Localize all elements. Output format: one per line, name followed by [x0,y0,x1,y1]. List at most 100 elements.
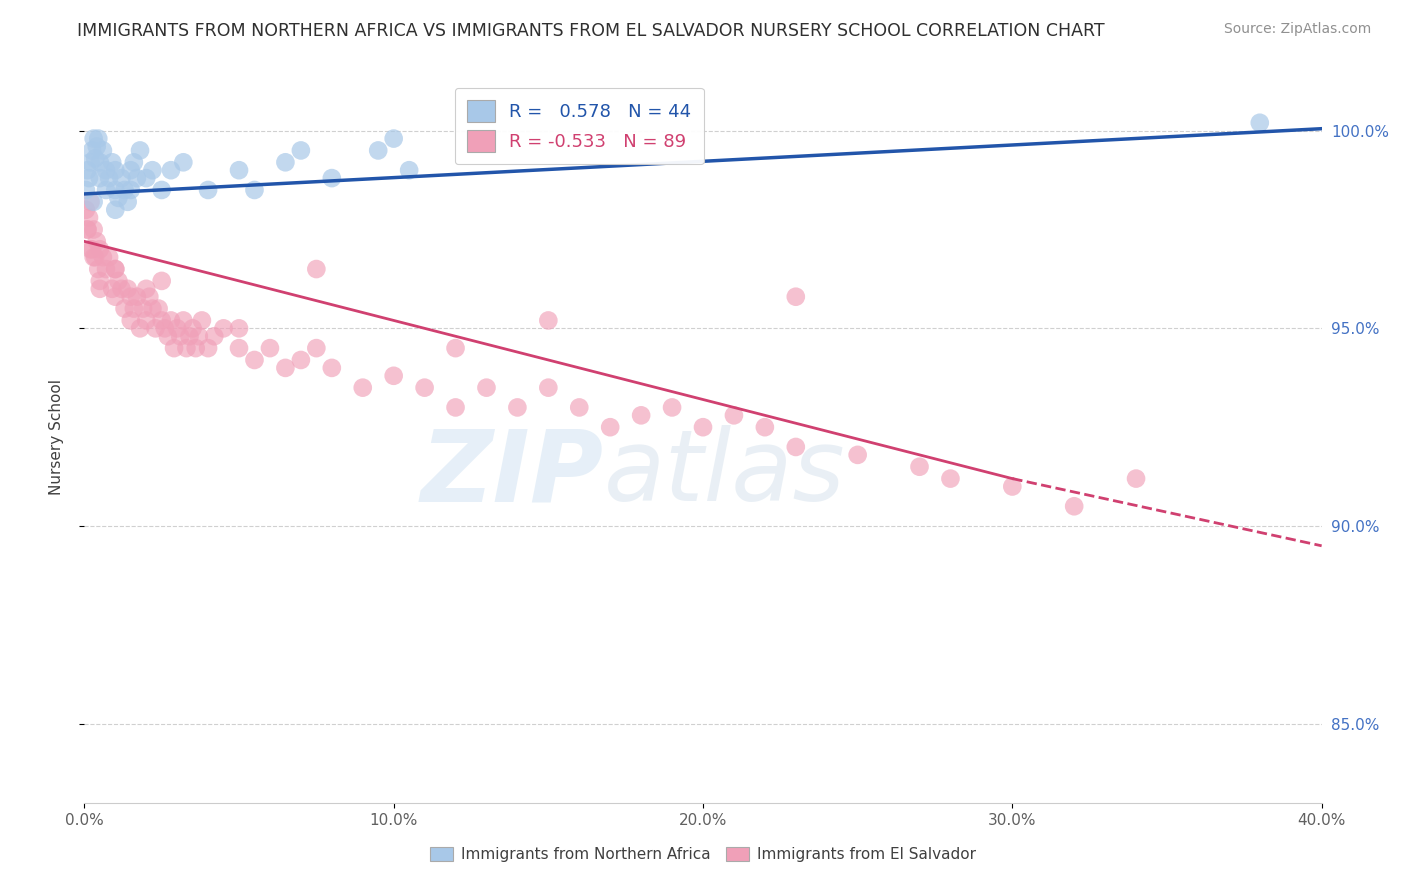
Point [117,194,139,209]
Point [82,242,104,256]
Point [723,409,745,423]
Point [89,282,111,296]
Point [114,301,136,316]
Point [212,321,235,335]
Point [91,144,114,158]
Point [160,163,183,178]
Point [754,420,776,434]
Point [321,360,343,375]
Point [104,290,127,304]
Point [89,242,111,256]
Legend: Immigrants from Northern Africa, Immigrants from El Salvador: Immigrants from Northern Africa, Immigra… [425,841,981,868]
Point [172,313,194,327]
Point [89,155,111,169]
Point [120,290,142,304]
Text: atlas: atlas [605,425,845,522]
Point [191,313,214,327]
Point [382,368,405,383]
Point [290,353,312,368]
Y-axis label: Nursery School: Nursery School [49,379,63,495]
Point [104,262,127,277]
Point [79,194,101,209]
Point [120,313,142,327]
Point [630,409,652,423]
Point [1063,500,1085,514]
Point [352,381,374,395]
Point [89,274,111,288]
Point [785,440,807,454]
Point [150,274,173,288]
Point [76,222,98,236]
Point [86,235,108,249]
Point [76,163,98,178]
Point [259,341,281,355]
Point [125,171,148,186]
Point [104,163,127,178]
Point [77,211,100,225]
Point [86,139,108,153]
Point [321,171,343,186]
Point [305,262,328,277]
Point [228,341,250,355]
Point [77,171,100,186]
Point [98,171,121,186]
Point [125,290,148,304]
Point [101,282,124,296]
Point [908,459,931,474]
Point [120,183,142,197]
Point [110,171,132,186]
Point [537,313,560,327]
Point [84,152,107,166]
Point [537,381,560,395]
Point [120,163,142,178]
Point [76,222,98,236]
Point [179,329,201,343]
Point [599,420,621,434]
Point [79,155,101,169]
Point [160,313,183,327]
Point [1249,116,1271,130]
Point [846,448,869,462]
Point [83,131,105,145]
Point [568,401,591,415]
Point [87,131,110,145]
Point [197,341,219,355]
Point [91,250,114,264]
Point [187,329,209,343]
Point [197,183,219,197]
Point [506,401,529,415]
Point [94,262,117,277]
Point [367,144,389,158]
Point [75,183,97,197]
Point [107,191,129,205]
Point [122,155,145,169]
Point [444,401,467,415]
Point [1001,479,1024,493]
Point [141,163,163,178]
Point [939,472,962,486]
Point [98,250,121,264]
Point [290,144,312,158]
Point [156,329,179,343]
Point [101,155,124,169]
Point [692,420,714,434]
Point [141,301,163,316]
Point [413,381,436,395]
Point [107,274,129,288]
Point [138,290,160,304]
Point [129,144,152,158]
Point [135,171,157,186]
Point [83,250,105,264]
Point [104,183,127,197]
Point [104,202,127,217]
Point [243,183,266,197]
Point [82,144,104,158]
Point [163,341,186,355]
Point [243,353,266,368]
Point [132,301,155,316]
Point [145,321,167,335]
Point [104,262,127,277]
Point [153,321,176,335]
Point [84,250,107,264]
Point [75,202,97,217]
